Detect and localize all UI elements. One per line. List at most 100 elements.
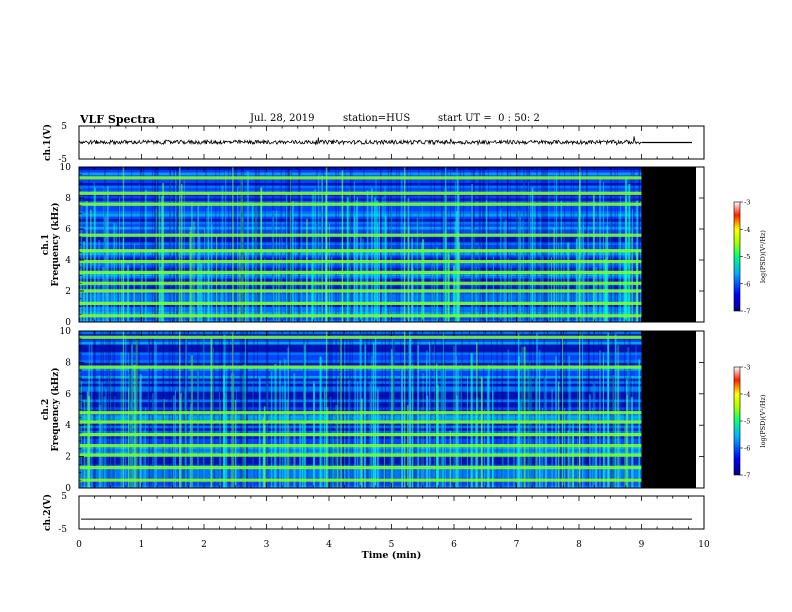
spectrogram-gap — [468, 331, 470, 488]
spectrogram-streak — [314, 189, 317, 322]
spectrogram-gap — [430, 331, 432, 488]
spectrogram-streak — [412, 363, 414, 488]
spectrogram-row — [79, 218, 642, 222]
spectrogram-streak — [592, 194, 595, 322]
spectrogram-gap — [483, 167, 486, 322]
spectrogram-gap — [490, 331, 492, 488]
no-data-region — [641, 167, 696, 322]
spectrogram-streak — [583, 248, 586, 322]
spectrogram-streak — [260, 207, 262, 322]
spectrogram-row — [79, 448, 642, 452]
spectrogram-streak — [196, 204, 200, 322]
spectrogram-streak — [364, 254, 367, 322]
spectrogram-streak — [81, 186, 83, 322]
spectrogram-streak — [223, 375, 225, 488]
spectrogram-streak — [577, 227, 579, 322]
spectrogram-gap — [582, 167, 583, 322]
spectrogram-gap — [443, 331, 446, 488]
spectrogram-gap — [130, 331, 133, 488]
spectrogram-gap — [393, 331, 395, 488]
spectrogram-gap — [183, 331, 185, 488]
frequency-band — [79, 176, 642, 180]
spectrogram-row — [79, 229, 642, 233]
y-tick-label: 6 — [65, 225, 71, 235]
spectrogram-streak — [207, 263, 210, 322]
spectrogram-gap — [487, 167, 489, 322]
y-tick-label: 10 — [60, 163, 72, 173]
spectrogram-streak — [183, 388, 186, 488]
spectrogram-streak — [638, 359, 641, 488]
spectrogram-streak — [356, 197, 359, 322]
spectrogram-row — [79, 383, 642, 387]
spectrogram-gap — [363, 167, 365, 322]
spectrogram-streak — [527, 368, 530, 488]
spectrogram-gap — [169, 167, 171, 322]
spectrogram-gap — [81, 167, 83, 322]
spectrogram-streak — [266, 377, 268, 488]
spectrogram-streak — [373, 197, 376, 322]
spectrogram-gap — [479, 167, 481, 322]
spectrogram-gap — [396, 167, 398, 322]
spectrogram-streak — [175, 171, 178, 322]
spectrogram-gap — [100, 331, 103, 488]
spectrogram-gap — [384, 331, 386, 488]
spectrogram-gap — [418, 167, 420, 322]
spectrogram-gap — [186, 331, 189, 488]
spectrogram-streak — [596, 217, 598, 322]
spectrogram-gap — [129, 331, 131, 488]
spectrogram-row — [79, 200, 642, 204]
spectrogram-sferic — [325, 331, 328, 488]
spectrogram-row — [79, 446, 642, 450]
frequency-band — [79, 365, 642, 369]
spectrogram-gap — [580, 331, 582, 488]
spectrogram-streak — [285, 193, 288, 322]
spectrogram-gap — [390, 167, 392, 322]
colorbar-tick-label: -6 — [744, 445, 750, 453]
spectrogram-gap — [243, 331, 245, 488]
spectrogram-streak — [401, 399, 403, 488]
spectrogram-gap — [153, 167, 156, 322]
spectrogram-gap — [473, 167, 475, 322]
spectrogram-streak — [293, 373, 296, 488]
spectrogram-streak — [540, 214, 542, 322]
spectrogram-gap — [588, 331, 590, 488]
spectrogram-row — [79, 456, 642, 460]
spectrogram-gap — [398, 167, 400, 322]
spectrogram-streak — [225, 392, 227, 488]
spectrogram-gap — [130, 167, 133, 322]
spectrogram-gap — [264, 167, 266, 322]
spectrogram-streak — [196, 248, 198, 322]
x-tick-label: 8 — [576, 540, 582, 550]
spectrogram-streak — [627, 347, 630, 488]
spectrogram-streak — [389, 362, 391, 488]
spectrogram-row — [79, 414, 642, 418]
spectrogram-row — [79, 208, 642, 212]
spectrogram-streak — [364, 344, 367, 488]
spectrogram-row — [79, 357, 642, 361]
spectrogram-gap — [380, 167, 382, 322]
spectrogram-streak — [83, 399, 86, 488]
spectrogram-streak — [354, 415, 356, 488]
frequency-band — [79, 465, 642, 470]
frequency-band — [79, 433, 642, 437]
x-tick-label: 4 — [326, 540, 332, 550]
spectrogram-streak — [80, 263, 82, 322]
spectrogram-streak — [93, 187, 96, 322]
spectrogram-streak — [479, 219, 481, 322]
spectrogram-streak — [360, 398, 363, 488]
spectrogram-streak — [109, 359, 112, 488]
spectrogram-streak — [370, 188, 373, 322]
spectrogram-streak — [107, 186, 109, 322]
spectrogram-gap — [546, 167, 548, 322]
spectrogram-streak — [415, 233, 417, 322]
chart-title: VLF Spectra — [80, 113, 156, 126]
spectrogram-gap — [462, 167, 465, 322]
spectrogram-ch1-ylabel-frequency: Frequency (kHz) — [50, 202, 61, 286]
spectrogram-gap — [586, 331, 588, 488]
frequency-band — [79, 444, 642, 448]
spectrogram-streak — [631, 237, 633, 322]
spectrogram-row — [79, 417, 642, 421]
spectrogram-row — [79, 349, 642, 353]
spectrogram-streak — [174, 390, 176, 488]
spectrogram-streak — [422, 239, 423, 322]
